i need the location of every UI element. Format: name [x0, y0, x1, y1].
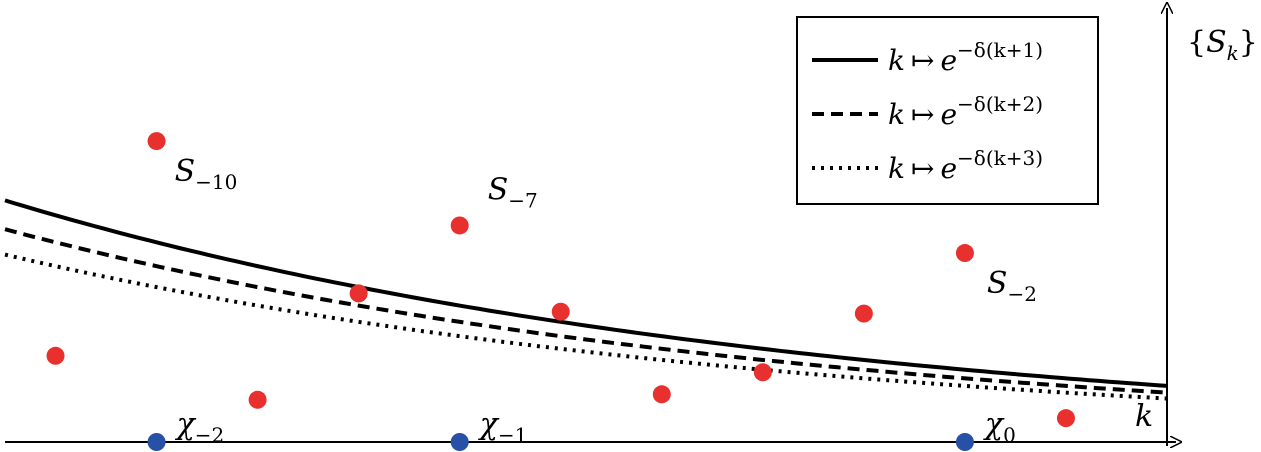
legend-entry: k ↦ e−δ(k+3)	[812, 146, 1043, 185]
data-point	[753, 363, 772, 382]
data-point	[1056, 409, 1075, 428]
curve-solid	[4, 198, 1168, 388]
legend-entry: k ↦ e−δ(k+2)	[812, 92, 1043, 131]
point-label: S−10	[175, 154, 238, 194]
x-axis-label: k	[1135, 399, 1153, 434]
axis-markers-layer: χ−2 χ−1 χ0	[147, 407, 1016, 451]
legend-label: k ↦ e−δ(k+3)	[888, 146, 1043, 185]
axis-marker-label: χ0	[983, 407, 1016, 447]
y-axis-label: {Sk}	[1187, 25, 1258, 65]
data-point	[147, 132, 166, 151]
legend-box	[796, 16, 1099, 205]
point-labels-layer: S−10 S−7 S−2	[175, 154, 1037, 306]
legend: k ↦ e−δ(k+1) k ↦ e−δ(k+2) k ↦ e−δ(k+3)	[796, 16, 1099, 205]
legend-label: k ↦ e−δ(k+2)	[888, 92, 1043, 131]
data-point	[551, 302, 570, 321]
legend-entry: k ↦ e−δ(k+1)	[812, 38, 1043, 77]
legend-label: k ↦ e−δ(k+1)	[888, 38, 1043, 77]
data-point	[652, 385, 671, 404]
data-point	[450, 216, 469, 235]
axis-marker-label: χ−2	[175, 407, 225, 447]
point-label: S−2	[987, 266, 1037, 306]
data-point	[955, 244, 974, 263]
axis-marker-label: χ−1	[478, 407, 528, 447]
point-label: S−7	[488, 172, 538, 212]
data-point	[46, 346, 65, 365]
curve-dashed	[4, 227, 1168, 395]
data-point	[248, 390, 267, 409]
axis-marker-dot	[955, 433, 974, 451]
curves-layer	[4, 198, 1168, 401]
points-layer	[46, 132, 1075, 428]
axis-marker-dot	[450, 433, 469, 451]
data-point	[854, 304, 873, 323]
axis-marker-dot	[147, 433, 166, 451]
data-point	[349, 284, 368, 303]
